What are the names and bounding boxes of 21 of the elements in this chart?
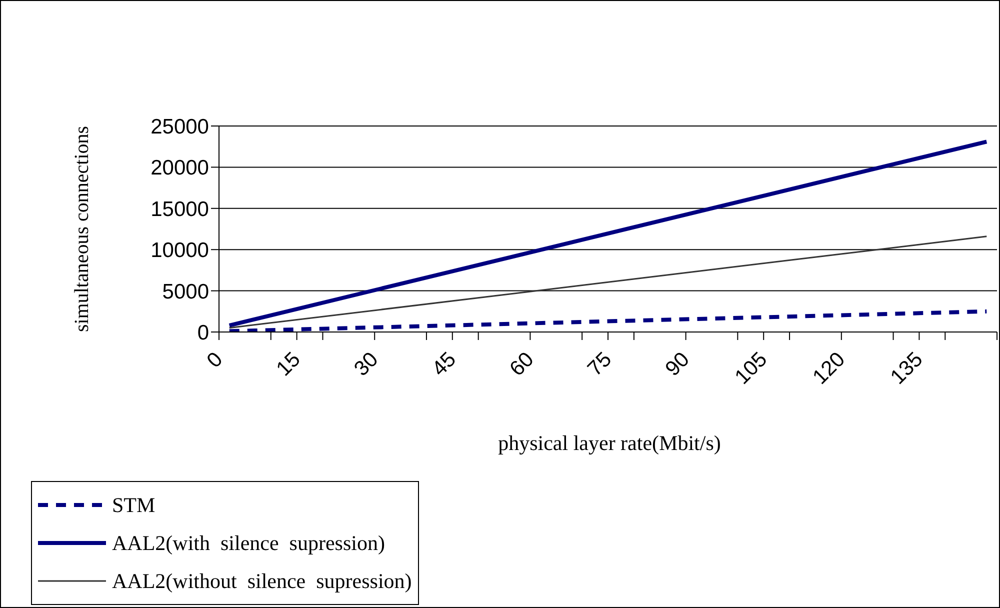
y-tick-label: 15000 bbox=[150, 198, 209, 221]
x-tick-label: 135 bbox=[886, 348, 928, 389]
legend-label: AAL2(with silence supression) bbox=[112, 530, 385, 556]
y-axis-title: simultaneous connections bbox=[71, 126, 94, 332]
x-tick-label: 15 bbox=[272, 348, 305, 381]
legend-label: AAL2(without silence supression) bbox=[112, 568, 412, 594]
x-tick-label: 105 bbox=[730, 348, 772, 389]
y-tick-label: 0 bbox=[197, 321, 209, 344]
legend-label: STM bbox=[112, 492, 156, 518]
x-tick-label: 90 bbox=[661, 348, 694, 381]
y-tick-label: 25000 bbox=[150, 115, 209, 138]
x-tick-label: 30 bbox=[350, 348, 383, 381]
y-tick-label: 20000 bbox=[150, 156, 209, 180]
x-tick-label: 120 bbox=[808, 348, 850, 389]
x-tick-label: 45 bbox=[428, 348, 461, 381]
x-axis-title: physical layer rate(Mbit/s) bbox=[497, 431, 722, 456]
x-tick-label: 75 bbox=[583, 348, 616, 381]
x-tick-label: 0 bbox=[202, 348, 228, 372]
y-tick-label: 5000 bbox=[162, 280, 209, 304]
y-tick-label: 10000 bbox=[150, 239, 209, 262]
x-tick-label: 60 bbox=[506, 348, 538, 381]
